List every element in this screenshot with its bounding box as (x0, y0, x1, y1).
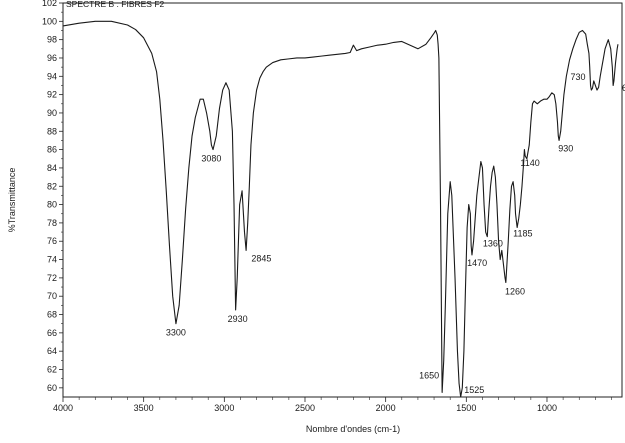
x-tick-label: 2500 (295, 403, 315, 413)
x-tick-label: 1500 (456, 403, 476, 413)
peak-label: 1360 (483, 239, 503, 249)
peak-label: 1260 (505, 286, 525, 296)
y-axis-ticks: 60 62 64 66 68 70 72 74 76 78 80 82 84 86 88 90 92 94 96 98… (42, 0, 63, 393)
y-tick-label: 78 (47, 218, 57, 228)
y-tick-label: 70 (47, 291, 57, 301)
peak-label: 930 (558, 143, 573, 153)
y-tick-label: 100 (42, 16, 57, 26)
peak-label: 1525 (464, 385, 484, 395)
y-tick-label: 98 (47, 35, 57, 45)
peak-label: 1650 (419, 370, 439, 380)
y-tick-label: 96 (47, 53, 57, 63)
y-tick-label: 82 (47, 181, 57, 191)
x-axis-label: Nombre d'ondes (cm-1) (306, 424, 400, 434)
chart-title: SPECTRE B : FIBRES F2 (66, 0, 165, 9)
y-tick-label: 90 (47, 108, 57, 118)
y-tick-label: 72 (47, 273, 57, 283)
x-tick-label: 4000 (53, 403, 73, 413)
peak-label: 2845 (251, 253, 271, 263)
x-tick-label: 3500 (134, 403, 154, 413)
peak-labels: 3300 3080 2930 2845 1650 1525 1470 1360 1260 1185… (166, 72, 625, 395)
y-tick-label: 60 (47, 383, 57, 393)
y-tick-label: 74 (47, 255, 57, 265)
y-tick-label: 66 (47, 328, 57, 338)
y-tick-label: 92 (47, 90, 57, 100)
peak-label: 1185 (513, 228, 532, 238)
spectrum-line-0 (62, 20, 619, 398)
y-tick-label: 94 (47, 71, 57, 81)
x-tick-label: 3000 (214, 403, 234, 413)
plot-frame (62, 2, 623, 398)
y-tick-label: 68 (47, 310, 57, 320)
peak-label: 3300 (166, 328, 186, 338)
y-tick-label: 88 (47, 126, 57, 136)
y-tick-label: 62 (47, 365, 57, 375)
plot-border (62, 2, 623, 398)
y-tick-label: 80 (47, 200, 57, 210)
x-tick-label: 1000 (537, 403, 557, 413)
peak-label: 3080 (201, 154, 221, 164)
y-tick-label: 84 (47, 163, 57, 173)
y-axis-label: %Transmittance (7, 168, 17, 233)
peak-label: 2930 (228, 314, 248, 324)
y-tick-label: 64 (47, 346, 57, 356)
peak-label: 1140 (520, 158, 539, 168)
y-tick-label: 102 (42, 0, 57, 8)
x-axis-ticks: 4000 3500 3000 2500 2000 1500 1000 (53, 397, 612, 413)
x-tick-label: 2000 (376, 403, 396, 413)
peak-label: 1470 (467, 258, 487, 268)
peak-label: 6 (622, 83, 625, 93)
series-layer (62, 20, 619, 398)
peak-label: 730 (571, 72, 586, 82)
y-tick-label: 86 (47, 145, 57, 155)
y-tick-label: 76 (47, 236, 57, 246)
